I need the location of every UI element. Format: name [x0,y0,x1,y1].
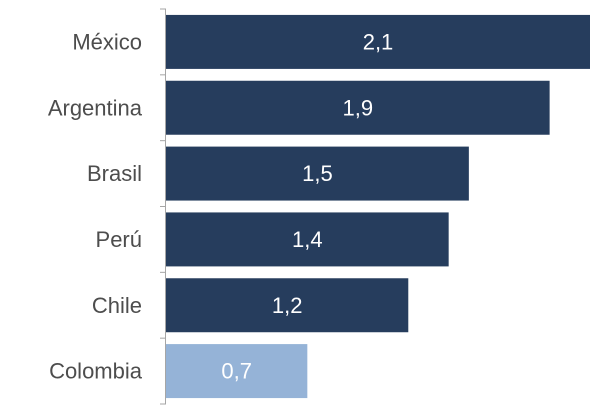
value-label-peru: 1,4 [292,227,323,252]
value-label-chile: 1,2 [272,293,303,318]
bars-layer [166,14,590,399]
value-labels: 2,1 1,9 1,5 1,4 1,2 0,7 [221,29,393,383]
category-labels: México Argentina Brasil Perú Chile Colombia [48,29,143,383]
category-label-mexico: México [72,29,142,54]
category-label-chile: Chile [92,293,142,318]
bar-chile [166,278,409,333]
category-label-brasil: Brasil [87,161,142,186]
value-label-argentina: 1,9 [343,95,374,120]
category-label-argentina: Argentina [48,95,143,120]
category-label-peru: Perú [96,227,142,252]
value-label-mexico: 2,1 [363,29,394,54]
bar-peru [166,212,449,267]
value-label-brasil: 1,5 [302,161,333,186]
bar-mexico [166,14,590,69]
bar-argentina [166,80,550,135]
bar-colombia [166,344,308,399]
bar-brasil [166,146,469,201]
category-axis [160,8,166,405]
value-label-colombia: 0,7 [221,359,252,384]
category-label-colombia: Colombia [49,359,143,384]
